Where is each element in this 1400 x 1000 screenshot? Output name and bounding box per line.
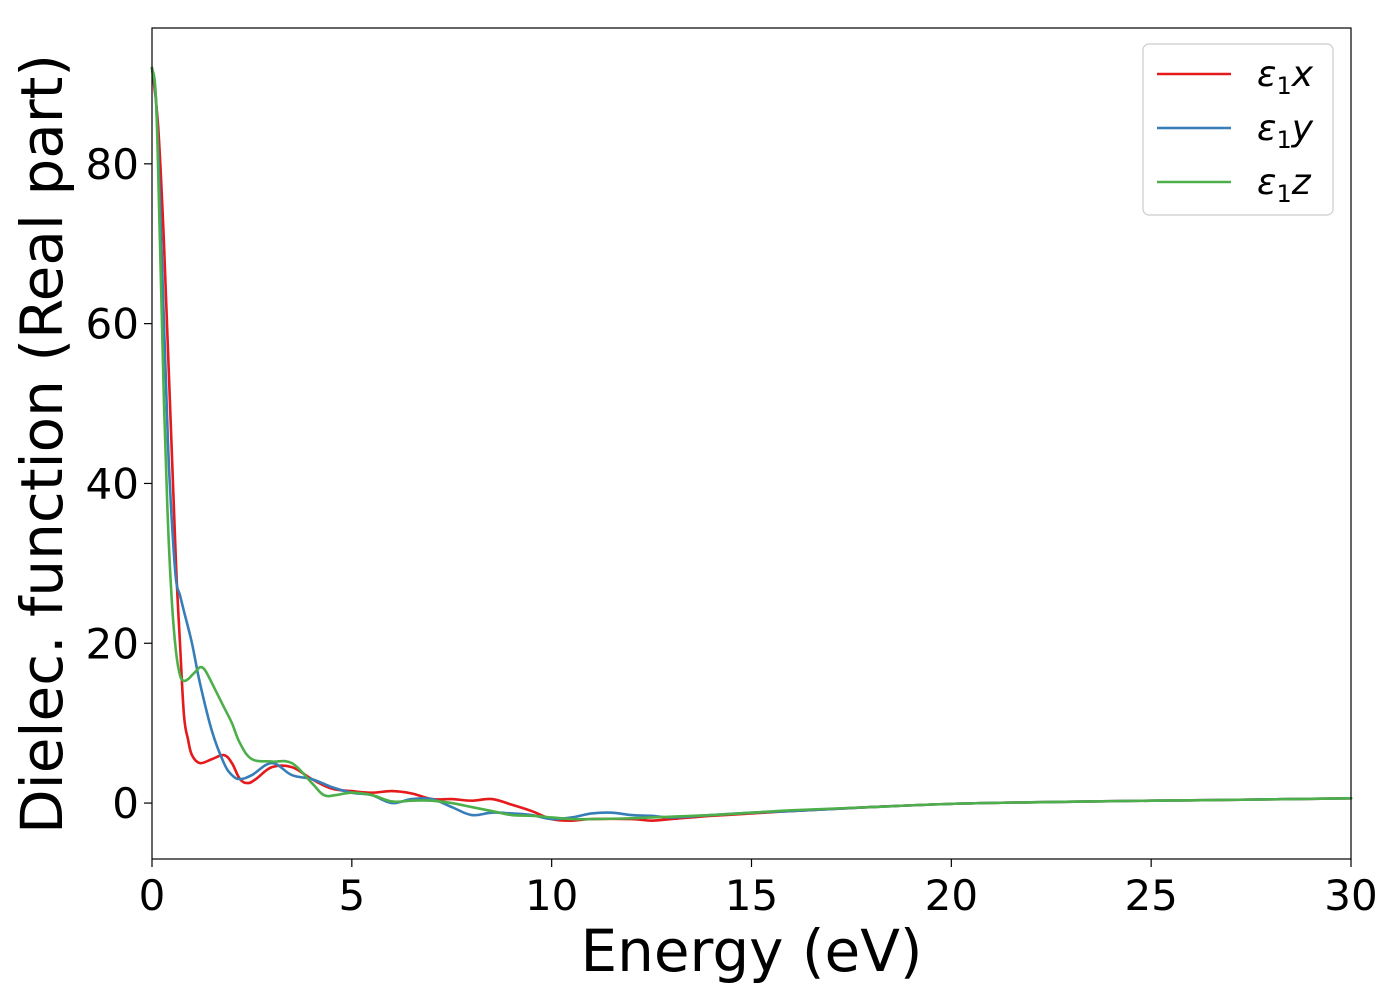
legend-label: ε1z [1257, 162, 1312, 208]
y-tick-label: 40 [86, 459, 139, 508]
x-axis: 0 5 10 15 20 25 30 [139, 859, 1378, 920]
y-tick-label: 0 [112, 779, 139, 828]
legend-entry-y: ε1y [1157, 108, 1314, 154]
legend-entry-x: ε1x [1157, 54, 1314, 100]
y-tick-label: 80 [86, 140, 139, 189]
y-tick-label: 20 [86, 619, 139, 668]
x-axis-title: Energy (eV) [580, 917, 922, 985]
series-layer [150, 66, 1353, 822]
y-axis: 0 20 40 60 80 [86, 140, 152, 828]
legend-items: ε1x ε1y ε1z [1157, 54, 1314, 208]
legend-label: ε1y [1257, 108, 1314, 154]
y-tick-label: 60 [86, 300, 139, 349]
x-tick-label: 5 [338, 871, 365, 920]
y-axis-title: Dielec. function (Real part) [8, 54, 76, 834]
legend-label: ε1x [1257, 54, 1314, 100]
legend-entry-z: ε1z [1157, 162, 1312, 208]
legend: ε1x ε1y ε1z [1142, 43, 1334, 216]
series-line-z [150, 66, 1353, 821]
x-tick-label: 20 [925, 871, 978, 920]
x-tick-label: 25 [1124, 871, 1177, 920]
x-tick-label: 15 [725, 871, 778, 920]
x-tick-label: 10 [525, 871, 578, 920]
legend-frame [1142, 43, 1334, 216]
x-tick-label: 0 [139, 871, 166, 920]
x-tick-label: 30 [1324, 871, 1377, 920]
